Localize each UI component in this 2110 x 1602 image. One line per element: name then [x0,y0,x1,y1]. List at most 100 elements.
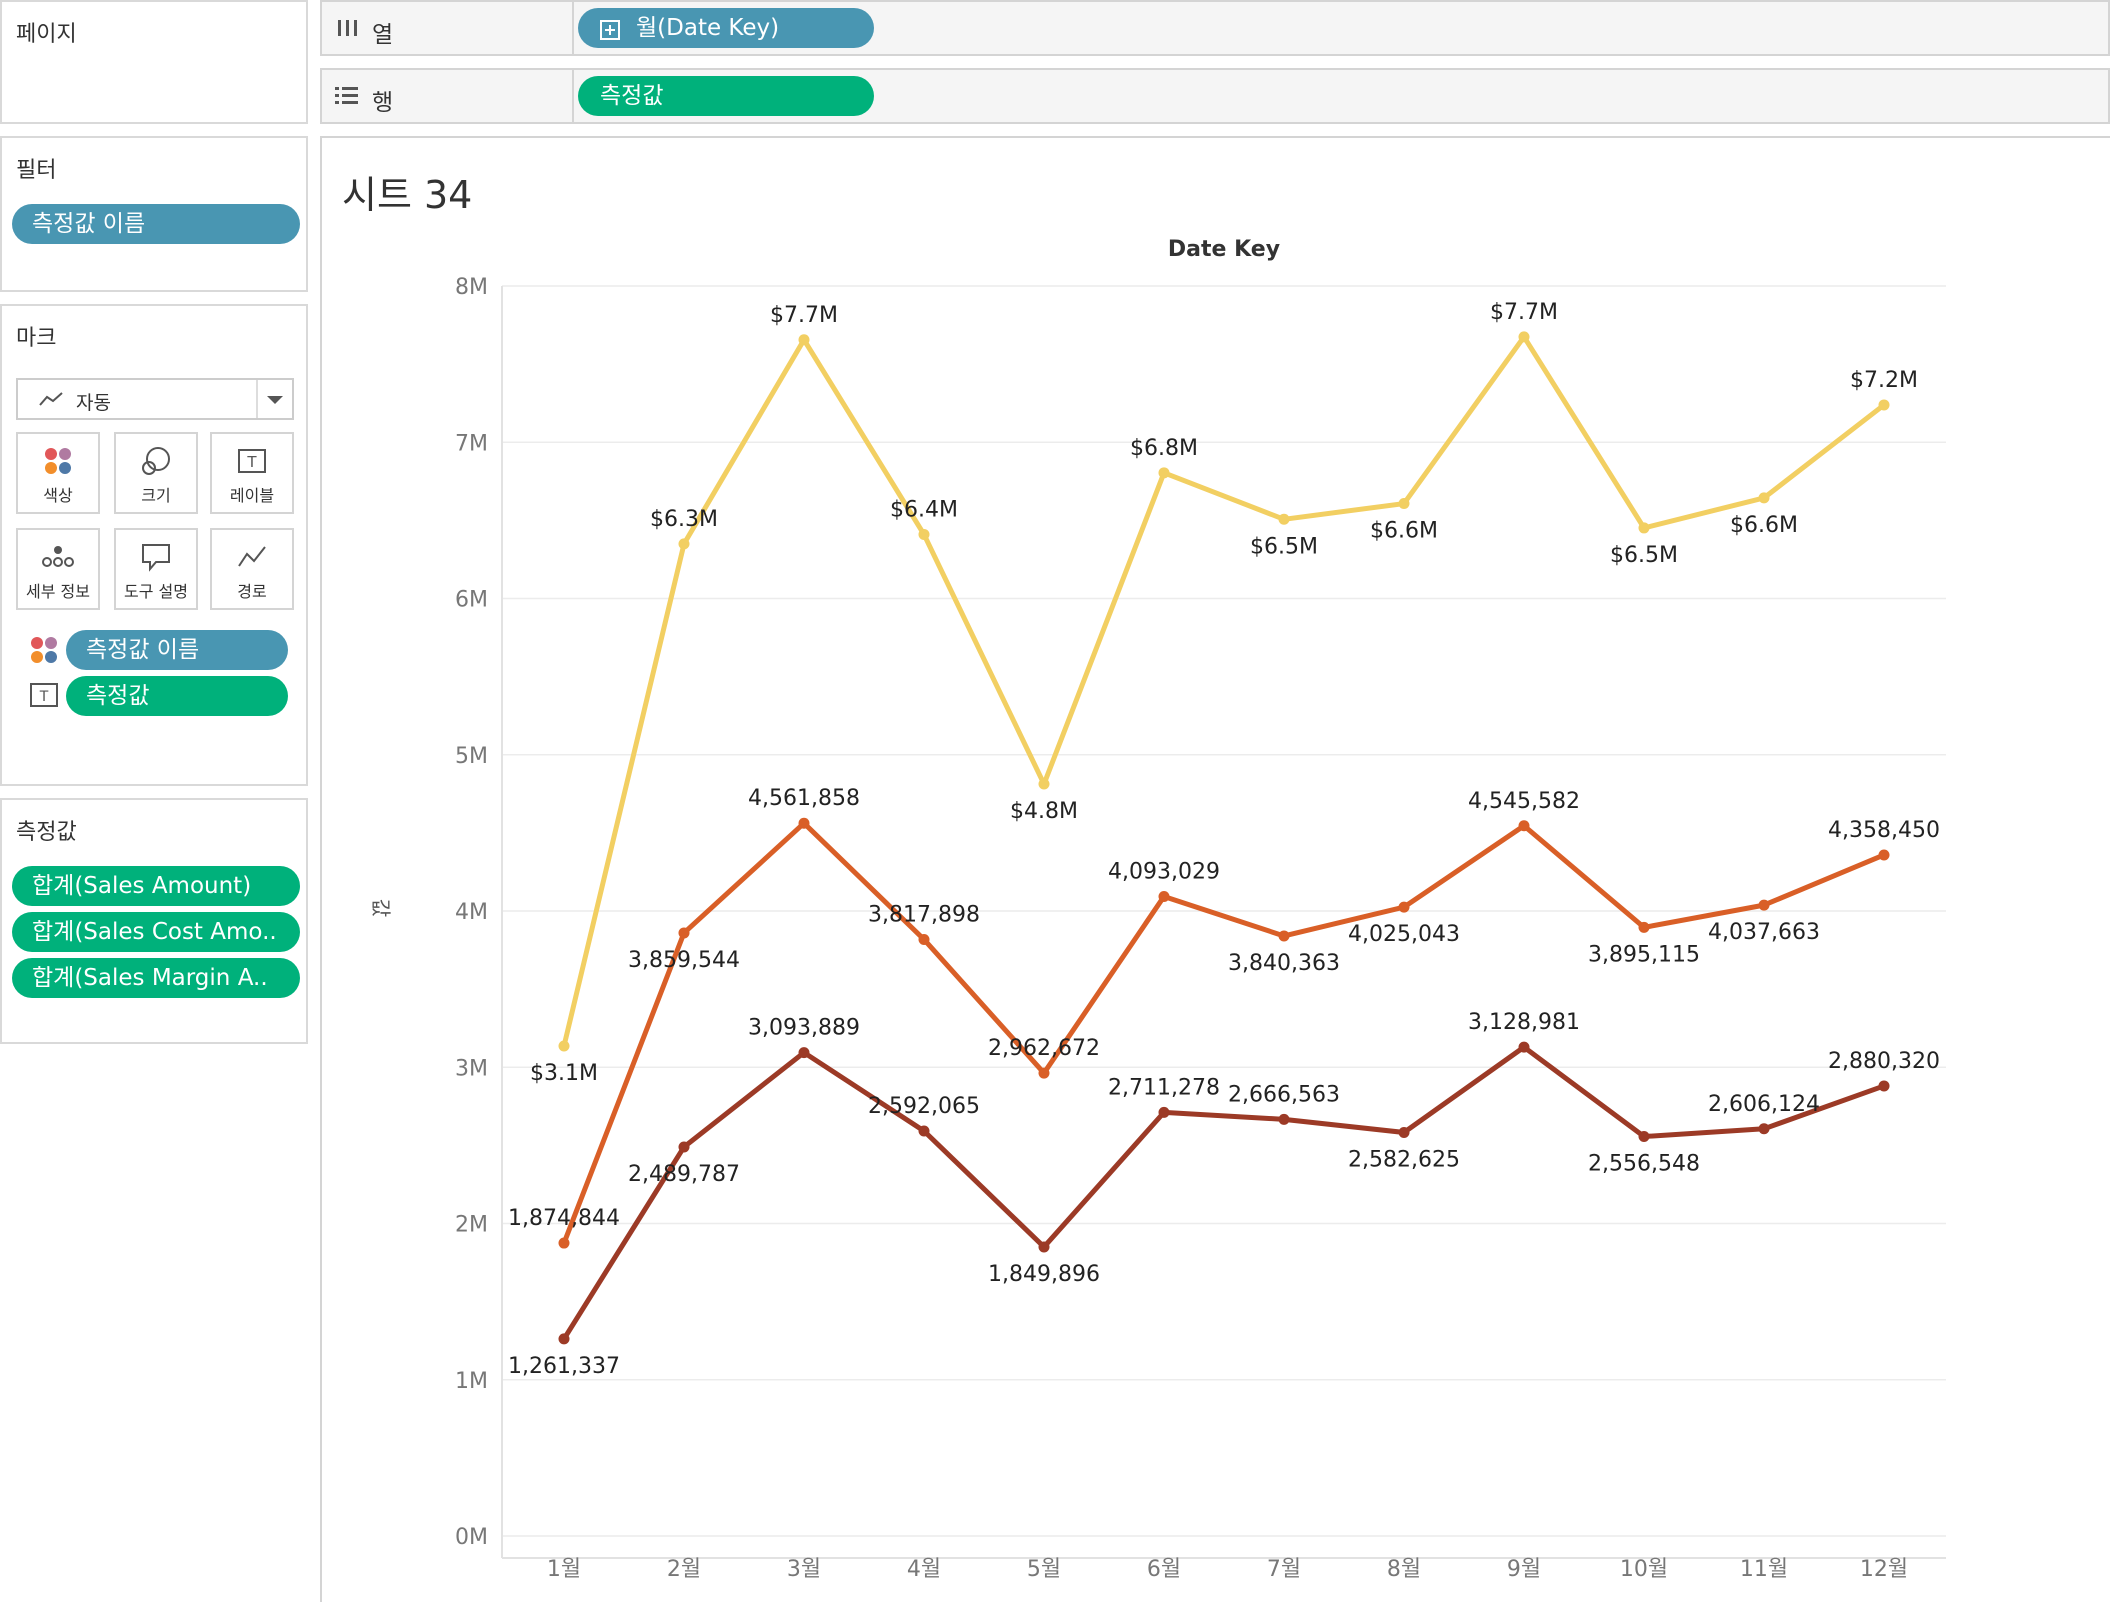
data-label: 2,582,625 [1348,1147,1460,1172]
data-point [1038,778,1050,790]
columns-pill-label: 월(Date Key) [636,15,780,41]
data-point [1398,1126,1410,1138]
data-label: $6.4M [890,497,958,522]
data-point [678,1141,690,1153]
data-label: $7.7M [1490,300,1558,325]
marks-pill-measure-names[interactable]: 측정값 이름 [66,630,288,670]
data-point [558,1333,570,1345]
rows-label-text: 행 [372,90,394,116]
mark-color-label: 색상 [43,486,73,505]
data-point [1518,1041,1530,1053]
y-tick-label: 7M [455,431,488,456]
data-label: 3,840,363 [1228,951,1340,976]
svg-text:T: T [246,453,257,471]
x-tick-label: 3월 [787,1557,821,1582]
data-label: 3,128,981 [1468,1010,1580,1035]
data-label: 1,261,337 [508,1354,620,1379]
x-tick-label: 11월 [1740,1557,1788,1582]
data-label: 2,606,124 [1708,1092,1820,1117]
rows-pill-measure-values[interactable]: 측정값 [578,76,874,116]
data-point [1398,901,1410,913]
data-label: 2,711,278 [1108,1075,1220,1100]
marks-panel: 마크 자동 색상 크기 T 레이블 세부 정보 [0,304,308,786]
mark-color-button[interactable]: 색상 [16,432,100,514]
data-label: 2,556,548 [1588,1152,1700,1177]
data-point [558,1040,570,1052]
color-dots-icon [45,448,71,474]
data-point [798,817,810,829]
pages-title: 페이지 [16,22,77,47]
data-label: 4,025,043 [1348,922,1460,947]
measures-panel: 측정값 합계(Sales Amount) 합계(Sales Cost Amo..… [0,798,308,1044]
filter-pill-measure-names[interactable]: 측정값 이름 [12,204,300,244]
x-tick-label: 12월 [1860,1557,1908,1582]
data-label: $3.1M [530,1061,598,1086]
filters-title: 필터 [16,158,57,183]
mark-label-button[interactable]: T 레이블 [210,432,294,514]
data-label: 1,874,844 [508,1206,620,1231]
data-point [1038,1241,1050,1253]
data-point [1638,522,1650,534]
mark-tooltip-button[interactable]: 도구 설명 [114,528,198,610]
x-tick-label: 6월 [1147,1557,1181,1582]
data-point [1518,331,1530,343]
data-label: $7.2M [1850,368,1918,393]
measure-pill-sales-cost[interactable]: 합계(Sales Cost Amo.. [12,912,300,952]
data-point [678,538,690,550]
data-point [1158,1106,1170,1118]
data-point [678,927,690,939]
data-point [918,1125,930,1137]
measures-title: 측정값 [16,820,77,845]
data-point [1278,513,1290,525]
data-label: 2,962,672 [988,1036,1100,1061]
data-label: 2,592,065 [868,1094,980,1119]
data-label: 2,666,563 [1228,1082,1340,1107]
mark-type-dropdown[interactable]: 자동 [16,378,294,420]
measure-pill-sales-margin[interactable]: 합계(Sales Margin A.. [12,958,300,998]
data-point [1878,399,1890,411]
columns-pill-month-date-key[interactable]: 월(Date Key) [578,8,874,48]
path-line-icon [238,546,266,567]
mark-path-label: 경로 [237,582,267,601]
rows-icon [335,87,358,104]
columns-shelf-label: 열 [322,2,574,54]
data-point [798,334,810,346]
mark-detail-label: 세부 정보 [26,582,90,601]
marks-pill-measure-values[interactable]: 측정값 [66,676,288,716]
measure-pill-sales-amount[interactable]: 합계(Sales Amount) [12,866,300,906]
data-point [1758,492,1770,504]
mark-type-label: 자동 [76,392,111,414]
sheet-title: 시트 34 [342,173,473,217]
x-tick-label: 2월 [667,1557,701,1582]
mark-size-button[interactable]: 크기 [114,432,198,514]
series-line [561,820,1887,1246]
data-label: $7.7M [770,303,838,328]
x-tick-label: 8월 [1387,1557,1421,1582]
columns-shelf: 열 월(Date Key) [320,0,2110,56]
mark-path-button[interactable]: 경로 [210,528,294,610]
marks-title: 마크 [16,326,57,351]
chart-title: Date Key [1168,237,1280,262]
data-point [1758,1123,1770,1135]
line-mark-icon [39,392,63,406]
columns-icon [338,20,357,36]
data-point [1158,467,1170,479]
y-tick-label: 5M [455,744,488,769]
color-shelf-icon [31,637,57,663]
data-point [798,1047,810,1059]
data-label: 4,545,582 [1468,789,1580,814]
data-label: 2,880,320 [1828,1049,1940,1074]
data-point [1638,921,1650,933]
data-point [918,528,930,540]
rows-shelf-label: 행 [322,70,574,122]
data-label: $6.5M [1610,543,1678,568]
mark-detail-button[interactable]: 세부 정보 [16,528,100,610]
data-point [1398,498,1410,510]
series-line [561,334,1887,1049]
svg-text:T: T [39,689,49,705]
data-point [1158,890,1170,902]
data-label: 3,859,544 [628,948,740,973]
expand-plus-icon[interactable] [600,20,620,40]
data-point [1278,930,1290,942]
data-label: $6.3M [650,507,718,532]
